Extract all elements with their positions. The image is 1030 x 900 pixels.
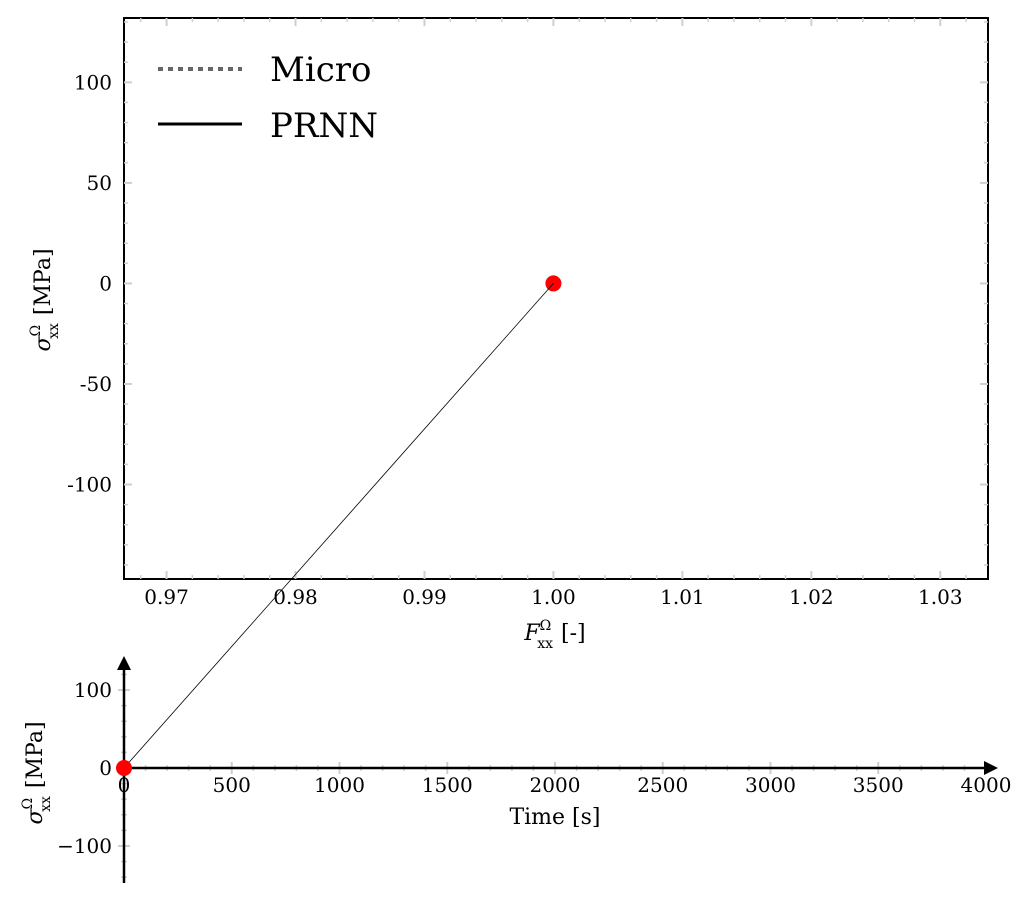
top-y-tick-label: 50 bbox=[87, 171, 112, 195]
top-x-axis-unit: [-] bbox=[561, 621, 586, 646]
top-y-tick-label: 100 bbox=[74, 70, 112, 94]
stress-time-panel: 0 500 1000 1500 2000 2500 3000 3500 4000 1000−10… bbox=[20, 656, 1011, 883]
bottom-x-tick-label: 4000 bbox=[961, 773, 1012, 797]
top-x-tick-label: 1.03 bbox=[918, 585, 963, 609]
bottom-x-tick-label: 3000 bbox=[745, 773, 796, 797]
legend-micro-label: Micro bbox=[270, 50, 371, 90]
bottom-y-axis-subscript: xx bbox=[38, 796, 54, 812]
bottom-y-axis-superscript: Ω bbox=[20, 798, 36, 810]
bottom-y-tick-labels: 100 0 −100 bbox=[57, 678, 112, 858]
connector-line bbox=[123, 283, 554, 769]
bottom-x-tick-label: 500 bbox=[213, 773, 251, 797]
top-y-tick-labels: 100 50 0 -50 -100 bbox=[67, 70, 112, 496]
top-y-tick-label: 0 bbox=[99, 271, 112, 295]
top-x-tick-label: 1.01 bbox=[660, 585, 705, 609]
legend: Micro PRNN bbox=[158, 50, 378, 146]
bottom-y-axis-arrow bbox=[117, 656, 131, 670]
top-x-tick-label: 0.98 bbox=[273, 585, 318, 609]
top-y-axis-symbol: σ bbox=[31, 336, 56, 352]
top-plot-frame bbox=[123, 17, 989, 580]
top-y-axis-subscript: xx bbox=[46, 323, 62, 339]
bottom-current-point-marker bbox=[116, 760, 132, 776]
top-y-axis-superscript: Ω bbox=[28, 325, 44, 337]
bottom-x-tick-label: 0 bbox=[118, 773, 131, 797]
top-ticks bbox=[124, 18, 988, 579]
stress-strain-panel: 0.97 0.98 0.99 1.00 1.01 1.02 1.03 100 50 0 -50 -1… bbox=[28, 17, 989, 652]
top-y-axis-unit: [MPa] bbox=[31, 248, 56, 315]
bottom-x-tick-label: 3500 bbox=[853, 773, 904, 797]
legend-prnn-label: PRNN bbox=[270, 106, 378, 146]
top-y-axis-label: σΩ xx [MPa] bbox=[28, 248, 62, 351]
top-y-tick-label: -100 bbox=[67, 472, 112, 496]
bottom-y-tick-label: 100 bbox=[74, 678, 112, 702]
bottom-y-tick-label: −100 bbox=[57, 834, 112, 858]
bottom-x-tick-labels: 0 500 1000 1500 2000 2500 3000 3500 4000 bbox=[118, 773, 1012, 797]
top-x-axis-symbol: F bbox=[523, 621, 540, 646]
bottom-x-axis-label: Time [s] bbox=[509, 805, 600, 830]
top-x-tick-labels: 0.97 0.98 0.99 1.00 1.01 1.02 1.03 bbox=[144, 585, 962, 609]
bottom-x-axis-arrow bbox=[984, 761, 998, 775]
bottom-y-axis-label: σΩ xx [MPa] bbox=[20, 721, 54, 824]
top-x-tick-label: 1.00 bbox=[531, 585, 576, 609]
bottom-y-axis-symbol: σ bbox=[23, 809, 48, 825]
top-y-tick-label: -50 bbox=[80, 372, 112, 396]
top-x-axis-superscript: Ω bbox=[540, 618, 552, 634]
bottom-x-tick-label: 2500 bbox=[637, 773, 688, 797]
top-x-tick-label: 1.02 bbox=[789, 585, 834, 609]
top-x-tick-label: 0.97 bbox=[144, 585, 189, 609]
top-x-axis-label: FΩ xx [-] bbox=[523, 618, 585, 652]
bottom-y-tick-label: 0 bbox=[99, 756, 112, 780]
bottom-x-tick-label: 2000 bbox=[530, 773, 581, 797]
bottom-x-tick-label: 1000 bbox=[314, 773, 365, 797]
bottom-y-axis-unit: [MPa] bbox=[23, 721, 48, 788]
top-x-axis-subscript: xx bbox=[537, 636, 553, 652]
top-x-tick-label: 0.99 bbox=[402, 585, 447, 609]
bottom-x-tick-label: 1500 bbox=[422, 773, 473, 797]
